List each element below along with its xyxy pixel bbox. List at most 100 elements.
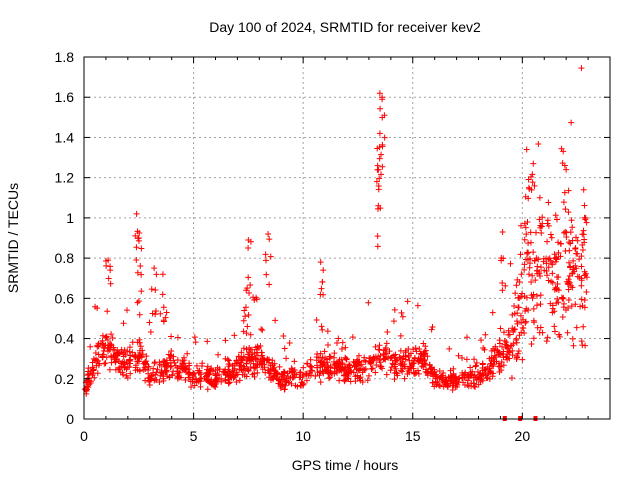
data-point [506,331,513,338]
data-point [376,90,383,97]
data-point [151,265,158,272]
data-point [365,299,372,306]
data-point [198,375,205,382]
data-point [374,233,381,240]
data-point [564,329,571,336]
data-point [273,369,280,376]
data-point [274,370,281,377]
data-point [578,296,585,303]
data-point [514,276,521,283]
data-point [459,369,466,376]
data-point [535,140,542,147]
data-point [429,323,436,330]
data-point [356,367,363,374]
data-point [259,327,266,334]
y-tick-label: 1.6 [55,89,75,105]
data-point [240,317,247,324]
data-point [370,354,377,361]
data-point [285,379,292,386]
data-point [512,290,519,297]
data-point [517,251,524,258]
data-point [168,348,175,355]
data-point [119,360,126,367]
data-point [417,350,424,357]
data-point [478,372,485,379]
data-point [355,352,362,359]
data-point [198,363,205,370]
data-point [449,387,456,394]
data-point [501,337,508,344]
data-point [568,282,575,289]
data-point [548,278,555,285]
data-point [521,293,528,300]
data-point [317,369,324,376]
data-point [515,294,522,301]
data-point [143,353,150,360]
data-point [559,295,566,302]
data-point [174,373,181,380]
data-point [578,263,585,270]
data-point [253,296,260,303]
data-point [265,230,272,237]
data-point [522,319,529,326]
data-point [383,371,390,378]
data-point [573,324,580,331]
data-point [241,307,248,314]
data-point [118,346,125,353]
data-point [493,358,500,365]
data-point [319,354,326,361]
data-point [531,319,538,326]
data-point [397,355,404,362]
data-point [145,370,152,377]
y-axis-title: SRMTID / TECUs [5,183,21,293]
data-point [500,348,507,355]
data-point [222,337,229,344]
data-point [270,365,277,372]
data-point [146,319,153,326]
data-point [536,270,543,277]
data-point [133,210,140,217]
data-point [208,365,215,372]
data-point [453,373,460,380]
data-point [313,317,320,324]
data-point [374,243,381,250]
data-point [398,309,405,316]
data-point [536,194,543,201]
data-point [257,356,264,363]
data-point [319,279,326,286]
data-point [92,350,99,357]
data-point [266,281,273,288]
data-point [560,295,567,302]
data-point [343,356,350,363]
data-point [563,166,570,173]
data-point [450,379,457,386]
data-point [229,362,236,369]
data-point [225,357,232,364]
data-point [320,267,327,274]
data-point [147,376,154,383]
data-point [317,359,324,366]
data-point [233,360,240,367]
data-point [565,187,572,194]
data-point [261,361,268,368]
data-point [179,360,186,367]
data-point [496,368,503,375]
data-point [568,217,575,224]
data-point [318,358,325,365]
data-point [99,354,106,361]
data-point [496,340,503,347]
data-point [166,373,173,380]
data-point [151,360,158,367]
data-point [411,354,418,361]
data-point [397,332,404,339]
data-point [263,271,270,278]
data-point [537,292,544,299]
data-point [340,367,347,374]
data-point [103,333,110,340]
data-point [399,365,406,372]
data-point [361,357,368,364]
data-point [246,289,253,296]
data-point [393,357,400,364]
data-point [552,284,559,291]
